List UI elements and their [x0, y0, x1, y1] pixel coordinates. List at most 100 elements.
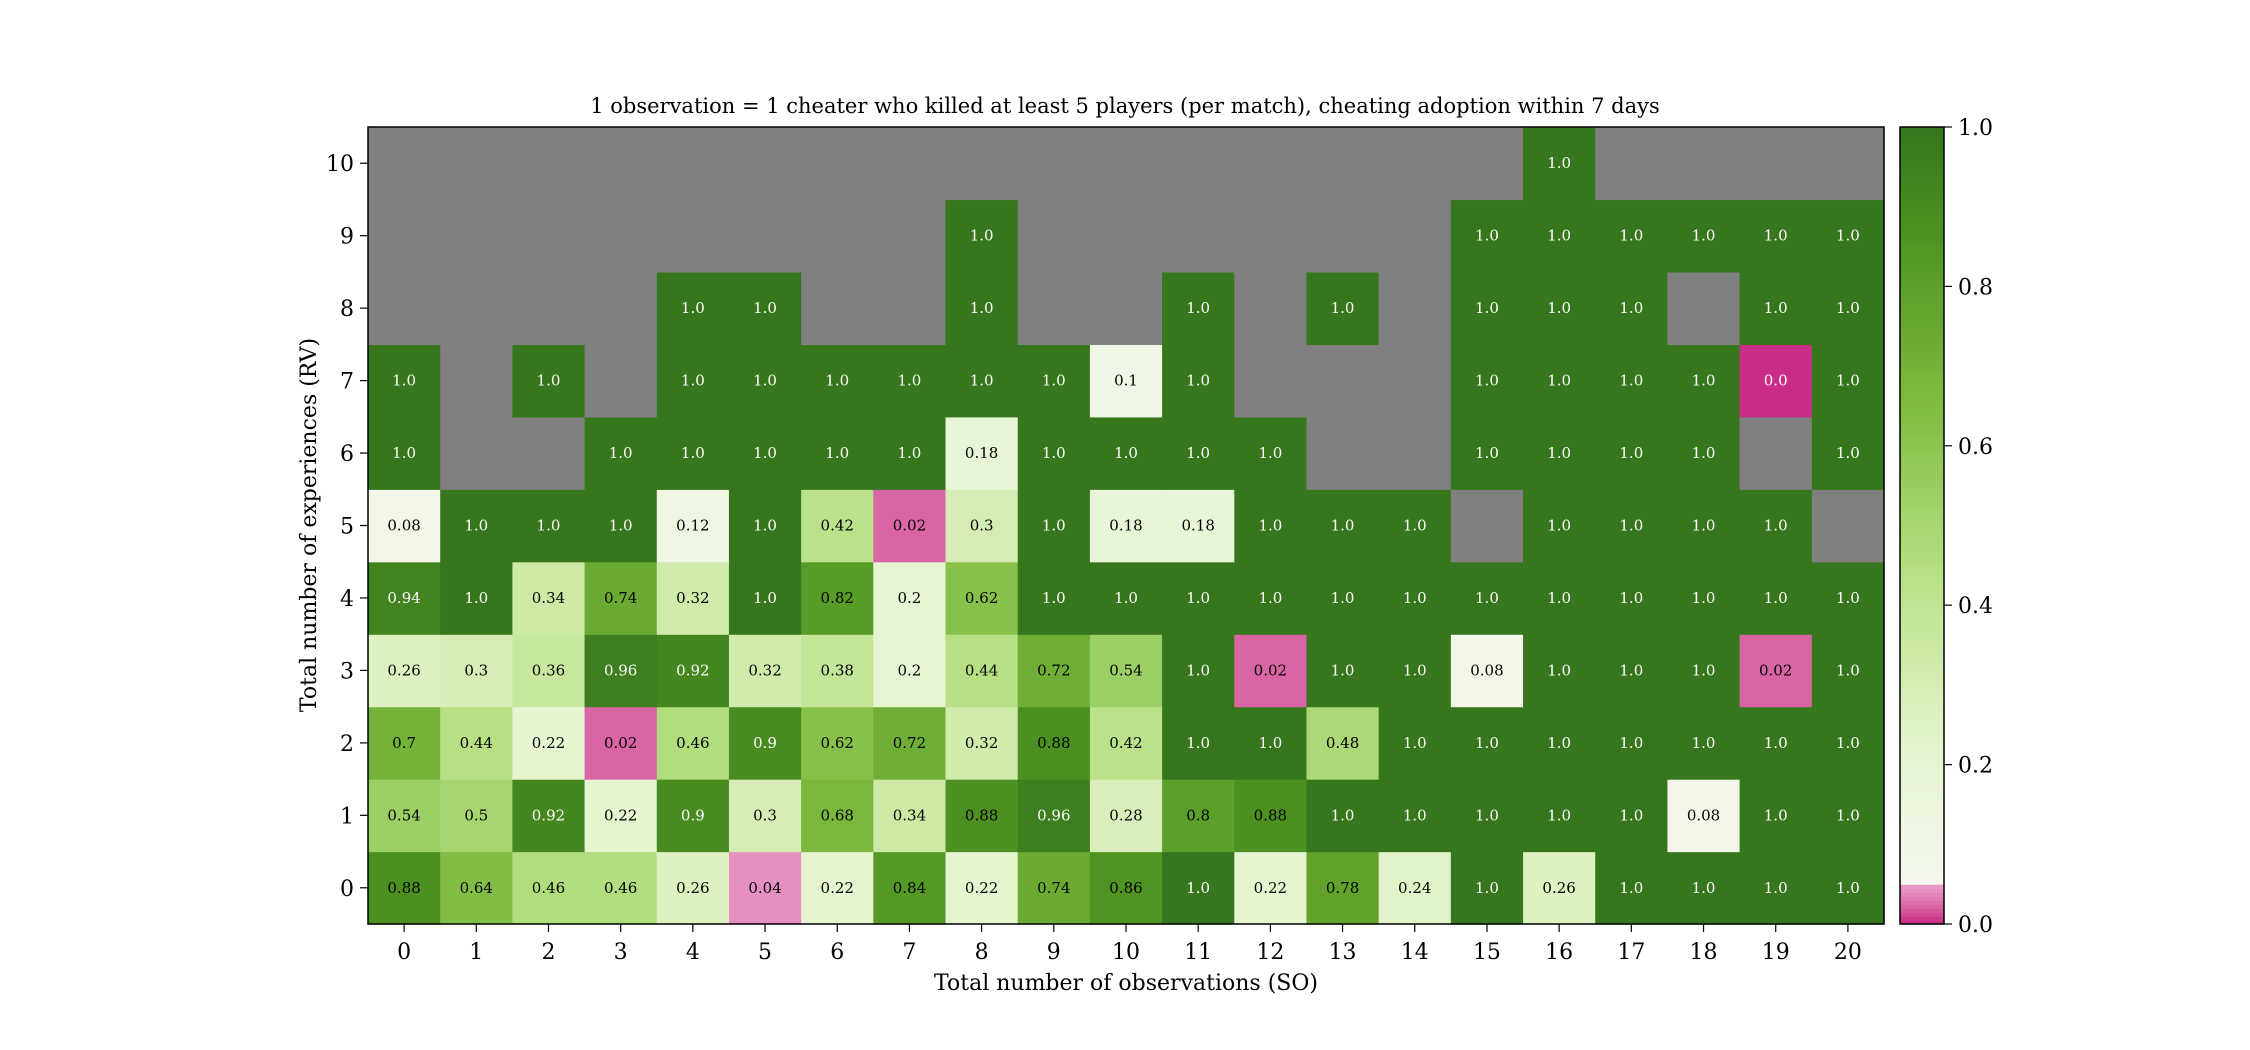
cell-value-label: 1.0 — [1619, 444, 1643, 462]
heatmap-cell — [1450, 851, 1524, 925]
colorbar-segment — [1900, 716, 1944, 722]
cell-value-label: 1.0 — [753, 444, 777, 462]
cell-value-label: 1.0 — [1475, 372, 1499, 390]
heatmap-cell — [584, 779, 658, 853]
heatmap-cell — [873, 634, 947, 708]
cell-value-label: 1.0 — [753, 299, 777, 317]
colorbar-segment — [1900, 130, 1944, 136]
colorbar-segment — [1900, 166, 1944, 172]
cell-value-label: 1.0 — [753, 372, 777, 390]
cell-value-label: 1.0 — [1619, 734, 1643, 752]
heatmap-cell — [368, 489, 441, 563]
heatmap-cell — [368, 851, 441, 925]
cell-value-label: 1.0 — [1258, 734, 1282, 752]
colorbar-segment — [1900, 856, 1944, 861]
heatmap-cell — [1378, 706, 1452, 780]
colorbar-segment — [1900, 314, 1944, 319]
cell-value-label: 1.0 — [1186, 879, 1210, 897]
colorbar-segment — [1900, 852, 1944, 857]
cell-value-label: 0.74 — [604, 589, 637, 607]
colorbar-segment — [1900, 545, 1944, 550]
colorbar-segment — [1900, 541, 1944, 547]
heatmap-cell — [801, 489, 874, 563]
colorbar-segment — [1900, 194, 1944, 200]
cell-value-label: 0.78 — [1326, 879, 1359, 897]
cell-value-label: 1.0 — [392, 444, 416, 462]
heatmap-cell — [440, 271, 513, 345]
colorbar-segment — [1900, 501, 1944, 507]
cell-value-label: 1.0 — [1692, 661, 1716, 679]
cell-value-label: 1.0 — [1836, 444, 1860, 462]
cell-value-label: 1.0 — [1619, 227, 1643, 245]
cell-value-label: 1.0 — [1764, 227, 1788, 245]
heatmap-cell — [1450, 199, 1524, 273]
cell-value-label: 1.0 — [1547, 517, 1571, 535]
heatmap-cell — [1667, 561, 1741, 635]
heatmap-cell — [1089, 489, 1163, 563]
colorbar-segment — [1900, 824, 1944, 829]
colorbar-segment — [1900, 641, 1944, 646]
cell-value-label: 1.0 — [1619, 661, 1643, 679]
cell-value-label: 1.0 — [1331, 661, 1355, 679]
heatmap-cell — [1811, 489, 1885, 563]
heatmap-cell — [1017, 271, 1091, 345]
colorbar-segment — [1900, 449, 1944, 455]
colorbar-segment — [1900, 302, 1944, 307]
cell-value-label: 1.0 — [825, 372, 849, 390]
cell-value-label: 0.44 — [965, 661, 998, 679]
colorbar-segment — [1900, 672, 1944, 678]
cell-value-label: 1.0 — [1114, 589, 1138, 607]
heatmap-cell — [1017, 634, 1091, 708]
cell-value-label: 0.46 — [604, 879, 637, 897]
cell-value-label: 0.02 — [893, 517, 926, 535]
heatmap-cell — [1450, 416, 1524, 490]
heatmap-cell — [1162, 271, 1235, 345]
heatmap-cell — [1739, 344, 1813, 418]
cell-value-label: 0.22 — [532, 734, 565, 752]
heatmap-cell — [1234, 416, 1308, 490]
colorbar-segment — [1900, 505, 1944, 511]
colorbar-segment — [1900, 397, 1944, 403]
colorbar-segment — [1900, 692, 1944, 698]
cell-value-label: 1.0 — [1403, 517, 1427, 535]
cell-value-label: 1.0 — [1836, 879, 1860, 897]
heatmap-cell — [1378, 851, 1452, 925]
colorbar-segment — [1900, 537, 1944, 543]
x-tick-label: 7 — [902, 940, 916, 965]
x-tick-label: 16 — [1545, 940, 1573, 965]
colorbar-segment — [1900, 433, 1944, 439]
x-tick-label: 9 — [1047, 940, 1061, 965]
cell-value-label: 1.0 — [1547, 154, 1571, 172]
heatmap-cell — [1089, 634, 1163, 708]
cell-value-label: 0.8 — [1186, 806, 1210, 824]
heatmap-cell — [1595, 416, 1669, 490]
heatmap-cell — [1811, 271, 1885, 345]
colorbar-segment — [1900, 489, 1944, 495]
cell-value-label: 1.0 — [1186, 299, 1210, 317]
cell-value-label: 1.0 — [464, 589, 488, 607]
heatmap-cell — [1450, 489, 1524, 563]
heatmap-cell — [656, 416, 730, 490]
heatmap-cell — [656, 561, 730, 635]
cell-value-label: 0.88 — [1254, 806, 1287, 824]
heatmap-cell — [945, 851, 1019, 925]
heatmap-cell — [1306, 634, 1380, 708]
colorbar-segment — [1900, 270, 1944, 276]
colorbar-segment — [1900, 848, 1944, 853]
heatmap-cell — [1450, 634, 1524, 708]
heatmap-cell — [1378, 634, 1452, 708]
colorbar-segment — [1900, 138, 1944, 144]
cell-value-label: 0.34 — [893, 806, 926, 824]
colorbar-segment — [1900, 884, 1944, 889]
colorbar-tick-label: 0.8 — [1958, 275, 1993, 300]
heatmap-cell — [1811, 416, 1885, 490]
heatmap-cell — [1595, 127, 1669, 201]
heatmap-cell — [1739, 779, 1813, 853]
colorbar-segment — [1900, 593, 1944, 598]
heatmap-cell — [512, 851, 586, 925]
cell-value-label: 1.0 — [681, 372, 705, 390]
heatmap-cell — [873, 489, 947, 563]
cell-value-label: 0.84 — [893, 879, 926, 897]
heatmap-cell — [1523, 416, 1596, 490]
heatmap-cell — [1306, 344, 1380, 418]
